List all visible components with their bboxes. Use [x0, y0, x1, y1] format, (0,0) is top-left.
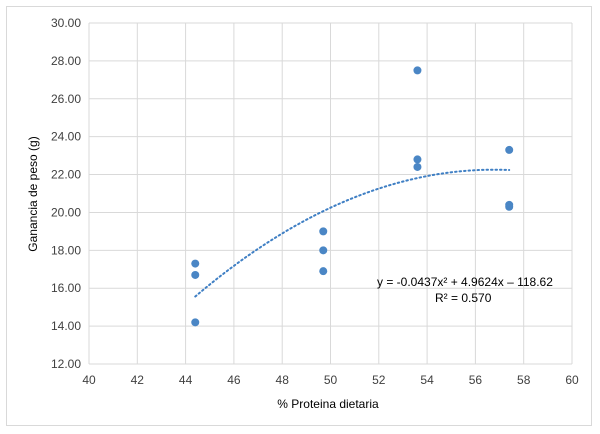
scatter-point: [413, 155, 422, 164]
scatter-point: [191, 318, 200, 327]
x-tick-label: 48: [276, 373, 290, 387]
y-tick-label: 28.00: [51, 54, 81, 68]
x-tick-label: 42: [131, 373, 145, 387]
r-squared-label: R² = 0.570: [435, 291, 492, 305]
y-tick-label: 20.00: [51, 205, 81, 219]
scatter-point: [413, 66, 422, 75]
y-tick-label: 30.00: [51, 16, 81, 30]
x-tick-label: 56: [469, 373, 483, 387]
y-tick-label: 14.00: [51, 319, 81, 333]
scatter-point: [191, 270, 200, 279]
x-axis-title: % Proteina dietaria: [277, 397, 379, 411]
y-tick-label: 22.00: [51, 168, 81, 182]
scatter-point: [191, 259, 200, 268]
scatter-point: [319, 246, 328, 255]
x-tick-label: 50: [324, 373, 338, 387]
scatter-point: [505, 145, 514, 154]
y-tick-label: 18.00: [51, 243, 81, 257]
y-axis-title: Ganancia de peso (g): [26, 136, 40, 251]
chart-frame: [6, 6, 592, 426]
tick-labels: 12.00 14.00 16.00 18.00 20.00 22.00 24.00 26.00…: [51, 16, 579, 387]
y-tick-label: 16.00: [51, 281, 81, 295]
y-tick-label: 26.00: [51, 92, 81, 106]
trendline-equation: y = -0.0437x² + 4.9624x – 118.62: [377, 275, 553, 289]
data-points: [191, 66, 514, 327]
scatter-point: [413, 162, 422, 171]
x-tick-label: 44: [179, 373, 193, 387]
x-tick-label: 54: [420, 373, 434, 387]
y-tick-label: 12.00: [51, 357, 81, 371]
scatter-point: [319, 267, 328, 276]
x-tick-label: 52: [372, 373, 386, 387]
x-tick-label: 46: [227, 373, 241, 387]
trendline-layer: [194, 168, 511, 298]
x-tick-label: 60: [565, 373, 579, 387]
polynomial-trendline: [194, 168, 511, 298]
x-tick-label: 58: [517, 373, 531, 387]
scatter-point: [319, 227, 328, 236]
scatter-point: [505, 202, 514, 211]
grid-lines: [88, 22, 573, 365]
x-tick-label: 40: [82, 373, 96, 387]
y-tick-label: 24.00: [51, 130, 81, 144]
